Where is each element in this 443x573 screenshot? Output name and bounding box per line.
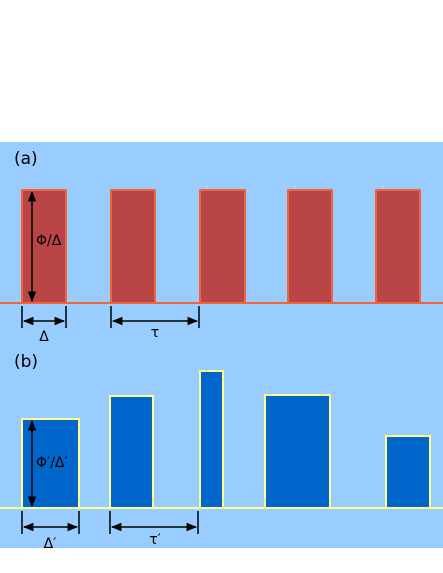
pulse-train-a [21,189,421,304]
width-label: Δ′ [44,536,57,552]
height-label: Φ′/Δ′ [36,455,68,471]
width-label: Δ [39,329,49,345]
height-label: Φ/Δ [36,233,62,249]
panel-label: (b) [14,352,38,372]
period-label: τ [151,325,159,341]
period-label: τ′ [149,532,161,548]
panel-label: (a) [14,149,38,169]
